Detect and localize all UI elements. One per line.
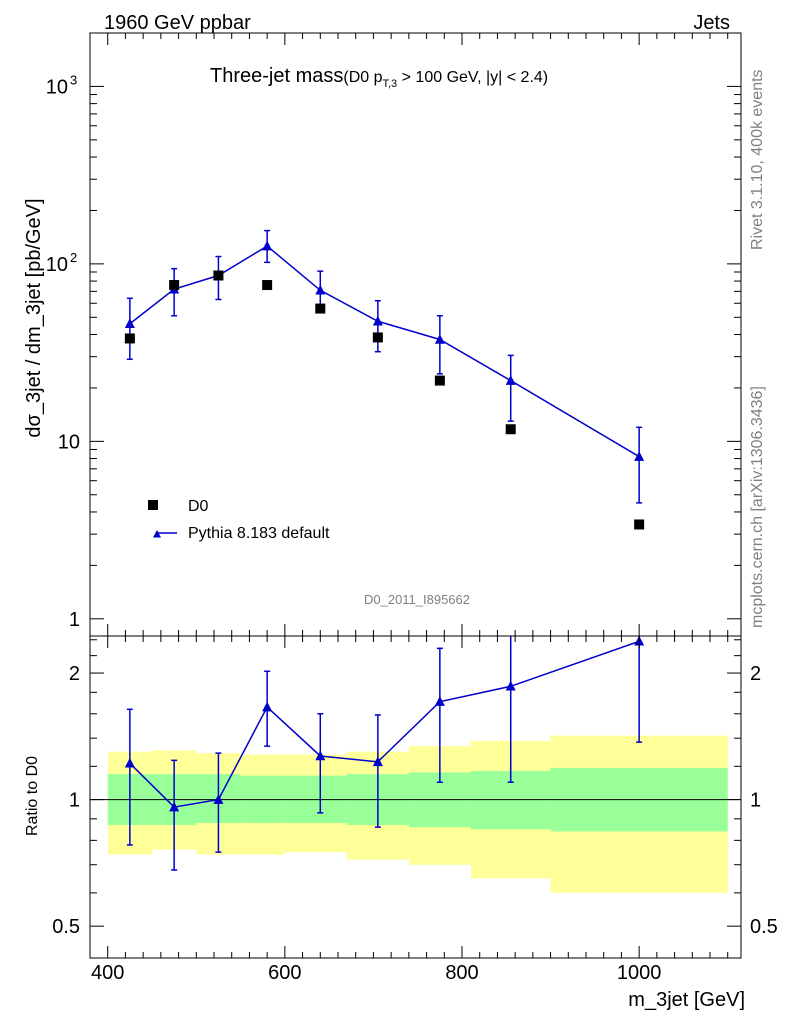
ratio-point: [169, 801, 180, 812]
ratio-y-tick-label: 1: [69, 790, 80, 812]
plot-title-main: Three-jet mass: [210, 65, 343, 87]
main-y-tick-label: 1: [69, 609, 80, 631]
data-point: [169, 280, 180, 291]
mc-point: [372, 315, 383, 326]
ratio-y-tick-label: 0.5: [52, 916, 80, 938]
mc-point: [315, 284, 326, 295]
ratio-point: [213, 794, 224, 804]
legend-mc-label: Pythia 8.183 default: [188, 525, 330, 542]
data-point: [634, 519, 645, 530]
plot-title-sub-open: (D0 p: [343, 69, 382, 86]
header-collision-label: 1960 GeV ppbar: [104, 12, 251, 34]
data-point: [124, 333, 135, 344]
main-y-tick-label: 10: [58, 431, 80, 453]
ratio-point: [315, 750, 326, 761]
mc-line: [129, 245, 640, 458]
ratio-y-tick-label-right: 2: [750, 663, 761, 685]
data-series-layer: [124, 270, 645, 530]
mcplots-source-label: mcplots.cern.ch [arXiv:1306.3436]: [749, 386, 766, 628]
main-y-tick-label: 10: [46, 76, 68, 98]
ratio-y-tick-label-right: 1: [750, 790, 761, 812]
x-tick-label: 600: [268, 962, 301, 984]
ratio-point: [124, 757, 135, 768]
data-point: [315, 303, 326, 314]
ratio-point: [372, 756, 383, 767]
data-point: [372, 332, 383, 343]
plot-title-sub-rest: > 100 GeV, |y| < 2.4): [397, 69, 548, 86]
main-y-tick-exponent: 2: [70, 250, 77, 265]
data-point: [262, 280, 273, 291]
mc-point: [505, 375, 516, 385]
legend-d0-label: D0: [188, 498, 209, 515]
main-ylabel: dσ_3jet / dm_3jet [pb/GeV]: [23, 198, 45, 437]
ratio-point: [505, 680, 516, 691]
plot-title-sub-script: T,3: [383, 78, 398, 90]
mc-point: [634, 451, 645, 461]
mc-point: [434, 333, 445, 344]
ratio-y-tick-label-right: 0.5: [750, 916, 778, 938]
mc-point: [124, 318, 135, 328]
xlabel: m_3jet [GeV]: [628, 989, 745, 1011]
legend-d0-marker: [148, 500, 158, 510]
legend: D0 Pythia 8.183 default: [148, 498, 330, 542]
x-tick-label: 1000: [617, 962, 662, 984]
ratio-panel-frame: [89, 635, 742, 959]
header-category-label: Jets: [693, 12, 730, 34]
x-tick-label: 400: [91, 962, 124, 984]
legend-mc-marker: [153, 530, 161, 538]
ratio-y-tick-label: 2: [69, 663, 80, 685]
ratio-ylabel: Ratio to D0: [24, 756, 41, 836]
main-y-tick-exponent: 3: [70, 72, 77, 87]
main-y-tick-label: 10: [46, 254, 68, 276]
data-point: [505, 424, 516, 435]
ratio-point: [262, 701, 273, 712]
plot-title: Three-jet mass(D0 pT,3 > 100 GeV, |y| < …: [210, 65, 548, 90]
mc-series-layer: [124, 229, 645, 871]
data-point: [213, 270, 224, 281]
mc-point: [262, 240, 273, 251]
analysis-id-label: D0_2011_I895662: [364, 592, 470, 607]
main-panel-frame: [89, 32, 742, 637]
rivet-version-label: Rivet 3.1.10, 400k events: [749, 69, 766, 250]
x-tick-label: 800: [445, 962, 478, 984]
uncertainty-bands: [90, 735, 741, 893]
ratio-point: [434, 696, 445, 706]
data-point: [434, 375, 445, 386]
